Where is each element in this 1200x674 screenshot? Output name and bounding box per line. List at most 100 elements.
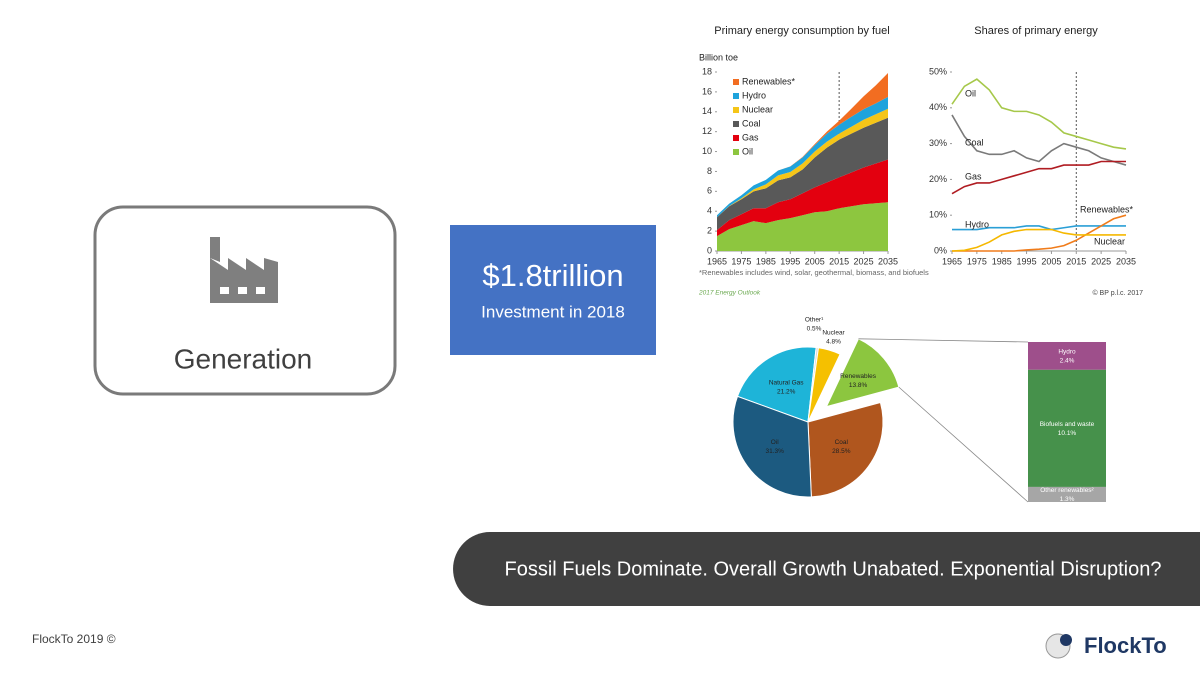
footnote: *Renewables includes wind, solar, geothe…	[699, 268, 929, 277]
x-tick-label: 2035	[1116, 256, 1136, 266]
logo-icon	[1045, 633, 1072, 659]
y-tick-label: 2	[707, 225, 712, 235]
x-tick-label: 1965	[707, 256, 727, 266]
source: © BP p.l.c. 2017	[1092, 289, 1143, 297]
x-tick-label: 2015	[1066, 256, 1086, 266]
pie-value-label: 4.8%	[826, 338, 841, 345]
bar-value-label: 1.3%	[1060, 496, 1075, 503]
line	[952, 225, 1126, 231]
legend-label: Coal	[742, 118, 761, 128]
investment-box	[450, 225, 656, 355]
logo: FlockTo	[1084, 633, 1167, 658]
banner	[453, 532, 1200, 606]
pie-value-label: 0.5%	[807, 325, 822, 332]
series-label: Coal	[965, 137, 984, 147]
pie-label: Renewables	[840, 373, 877, 380]
line	[951, 114, 1127, 166]
y-tick-label: 12	[702, 126, 712, 136]
area	[717, 159, 888, 237]
x-tick-label: 1975	[967, 256, 987, 266]
pie-label: Nuclear	[822, 329, 845, 336]
y-tick-label: 6	[707, 186, 712, 196]
legend-swatch	[733, 135, 739, 141]
pie-value-label: 13.8%	[849, 382, 868, 389]
series-label: Nuclear	[1094, 236, 1125, 246]
y-tick-label: 18	[702, 66, 712, 76]
pie-label: Oil	[771, 439, 780, 446]
pie-value-label: 28.5%	[832, 448, 851, 455]
line	[952, 214, 1127, 252]
chart-title: Primary energy consumption by fuel	[714, 25, 889, 37]
x-tick-label: 1995	[780, 256, 800, 266]
y-tick-label: 4	[707, 206, 712, 216]
pie-label: Other¹	[805, 316, 824, 323]
pie-slice	[807, 401, 884, 498]
y-tick-label: 10	[702, 146, 712, 156]
y-tick-label: 0%	[934, 245, 947, 255]
legend-swatch	[733, 107, 739, 113]
pie-value-label: 21.2%	[777, 389, 796, 396]
series-label: Renewables*	[1080, 204, 1134, 214]
pie-label: Coal	[835, 439, 849, 446]
area	[717, 108, 888, 218]
connector	[858, 338, 1029, 343]
legend-label: Oil	[742, 146, 753, 156]
x-tick-label: 2035	[878, 256, 898, 266]
x-tick-label: 2025	[1091, 256, 1111, 266]
area	[717, 202, 888, 251]
bar-segment	[1028, 369, 1106, 487]
connector	[898, 386, 1029, 503]
x-tick-label: 2005	[1041, 256, 1061, 266]
pie-label: Natural Gas	[769, 380, 804, 387]
source: 2017 Energy Outlook	[698, 290, 761, 297]
box-label: Generation	[174, 343, 313, 374]
x-tick-label: 1985	[756, 256, 776, 266]
y-tick-label: 50%	[929, 66, 947, 76]
pie-value-label: 31.3%	[766, 448, 785, 455]
bar-segment	[1028, 342, 1106, 370]
x-tick-label: 1995	[1017, 256, 1037, 266]
series-label: Gas	[965, 171, 982, 181]
area	[717, 117, 888, 231]
y-axis-label: Billion toe	[699, 52, 738, 62]
legend-label: Gas	[742, 132, 759, 142]
bar-label: Other renewables²	[1040, 487, 1094, 494]
chart-title: Shares of primary energy	[974, 25, 1098, 37]
pie-slice	[807, 347, 841, 423]
bar-label: Biofuels and waste	[1040, 421, 1095, 428]
bar-segment	[1028, 486, 1106, 502]
investment-amount: $1.8trillion	[482, 258, 623, 293]
y-tick-label: 30%	[929, 138, 947, 148]
legend-label: Nuclear	[742, 104, 773, 114]
legend-label: Renewables*	[742, 76, 796, 86]
investment-caption: Investment in 2018	[481, 302, 625, 321]
legend-swatch	[733, 149, 739, 155]
legend-swatch	[733, 93, 739, 99]
banner-text: Fossil Fuels Dominate. Overall Growth Un…	[505, 558, 1162, 580]
y-tick-label: 14	[702, 106, 712, 116]
line	[951, 160, 1126, 195]
legend-swatch	[733, 79, 739, 85]
y-tick-label: 16	[702, 86, 712, 96]
x-tick-label: 2005	[805, 256, 825, 266]
x-tick-label: 2015	[829, 256, 849, 266]
y-tick-label: 20%	[929, 174, 947, 184]
line	[951, 78, 1127, 150]
pie-slice	[732, 395, 812, 498]
series-label: Oil	[965, 88, 976, 98]
bar-value-label: 10.1%	[1058, 430, 1077, 437]
x-tick-label: 1975	[731, 256, 751, 266]
y-tick-label: 40%	[929, 102, 947, 112]
legend-label: Hydro	[742, 90, 766, 100]
area	[717, 96, 888, 218]
x-tick-label: 1985	[992, 256, 1012, 266]
y-tick-label: 8	[707, 166, 712, 176]
legend-swatch	[733, 121, 739, 127]
x-tick-label: 2025	[854, 256, 874, 266]
x-tick-label: 1965	[942, 256, 962, 266]
footer: FlockTo 2019 ©	[32, 632, 116, 646]
bar-value-label: 2.4%	[1060, 358, 1075, 365]
series-label: Hydro	[965, 219, 989, 229]
y-tick-label: 10%	[929, 210, 947, 220]
